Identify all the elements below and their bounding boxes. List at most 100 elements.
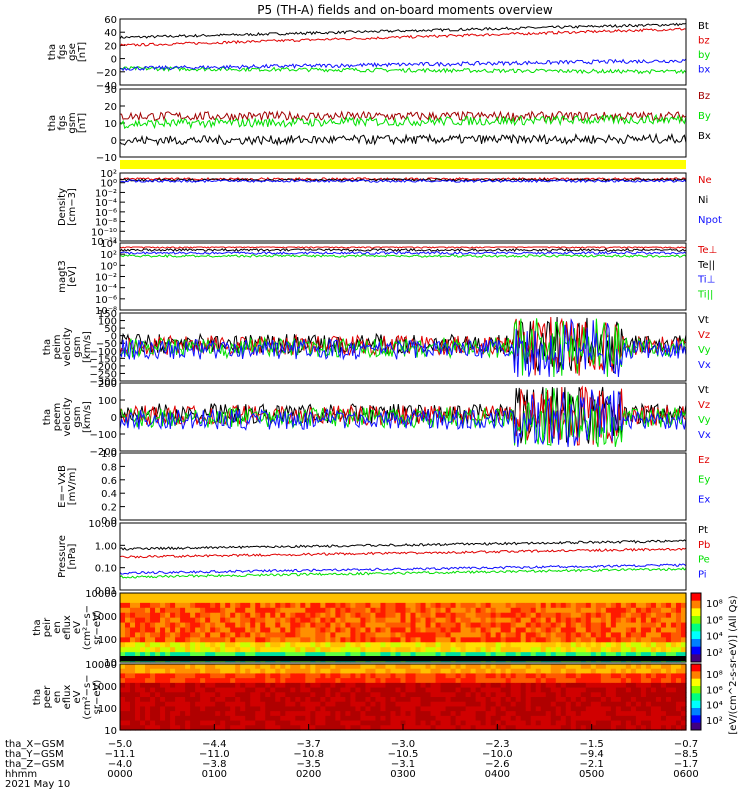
- spectrogram-cell: [370, 706, 377, 712]
- spectrogram-cell: [265, 692, 271, 698]
- ephemeris-table: tha_X−GSM −5.0 −4.4 −3.7 −3.0 −2.3 −1.5 −0.7tha…: [5, 724, 699, 790]
- spectrogram-cell: [255, 642, 261, 648]
- spectrogram-cell: [425, 602, 432, 609]
- spectrogram-cell: [265, 664, 271, 670]
- spectrogram-cell: [640, 673, 647, 679]
- spectrogram-cell: [375, 697, 382, 703]
- spectrogram-cell: [425, 627, 432, 634]
- spectrogram-cell: [515, 642, 522, 648]
- spectrogram-cell: [455, 602, 462, 609]
- spectrogram-cell: [405, 637, 412, 643]
- spectrogram-cell: [350, 602, 357, 609]
- spectrogram-cell: [330, 597, 336, 604]
- spectrogram-cell: [310, 642, 316, 648]
- spectrogram-cell: [350, 701, 357, 708]
- spectrogram-cell: [435, 678, 442, 684]
- spectrogram-cell: [255, 715, 261, 722]
- spectrogram-cell: [145, 627, 151, 634]
- spectrogram-cell: [425, 668, 432, 675]
- spectrogram-cell: [585, 687, 592, 693]
- spectrogram-cell: [520, 682, 527, 689]
- spectrogram-cell: [525, 692, 532, 698]
- spectrogram-cell: [670, 642, 677, 648]
- spectrogram-cell: [160, 673, 166, 679]
- spectrogram-cell: [505, 673, 512, 679]
- spectrogram-cell: [615, 607, 622, 614]
- spectrogram-cell: [320, 617, 326, 624]
- spectrogram-cell: [465, 697, 472, 703]
- spectrogram-cell: [490, 632, 497, 638]
- spectrogram-cell: [280, 711, 286, 717]
- spectrogram-cell: [610, 664, 617, 670]
- spectrogram-cell: [165, 668, 171, 675]
- spectrogram-cell: [140, 664, 146, 670]
- spectrogram-cell: [190, 617, 196, 624]
- spectrogram-cell: [215, 706, 221, 712]
- spectrogram-cell: [410, 701, 417, 708]
- spectrogram-cell: [320, 612, 326, 619]
- spectrogram-cell: [540, 612, 547, 619]
- spectrogram-cell: [485, 673, 492, 679]
- spectrogram-cell: [580, 632, 587, 638]
- spectrogram-cell: [550, 612, 557, 619]
- spectrogram-cell: [415, 607, 422, 614]
- spectrogram-cell: [355, 632, 362, 638]
- colorbar-segment: [691, 639, 701, 648]
- spectrogram-cell: [670, 678, 677, 684]
- spectrogram-cell: [180, 593, 186, 599]
- spectrogram-cell: [455, 687, 462, 693]
- spectrogram-cell: [490, 664, 497, 670]
- spectrogram-cell: [300, 597, 306, 604]
- spectrogram-cell: [200, 692, 206, 698]
- spectrogram-cell: [265, 652, 271, 658]
- spectrogram-cell: [345, 687, 352, 693]
- spectrogram-cell: [230, 697, 236, 703]
- spectrogram-cell: [580, 715, 587, 722]
- spectrogram-cell: [250, 647, 256, 653]
- spectrogram-cell: [240, 597, 246, 604]
- spectrogram-cell: [240, 715, 246, 722]
- spectrogram-cell: [325, 637, 331, 643]
- spectrogram-cell: [505, 637, 512, 643]
- spectrogram-cell: [595, 701, 602, 708]
- spectrogram-cell: [215, 602, 221, 609]
- spectrogram-cell: [370, 622, 377, 629]
- spectrogram-cell: [375, 593, 382, 599]
- spectrogram-cell: [410, 652, 417, 658]
- spectrogram-cell: [375, 673, 382, 679]
- spectrogram-cell: [480, 706, 487, 712]
- spectrogram-cell: [315, 617, 321, 624]
- spectrogram-cell: [310, 597, 316, 604]
- spectrogram-cell: [225, 647, 231, 653]
- spectrogram-cell: [615, 627, 622, 634]
- spectrogram-cell: [515, 687, 522, 693]
- spectrogram-cell: [465, 617, 472, 624]
- spectrogram-cell: [120, 647, 126, 653]
- spectrogram-cell: [645, 607, 652, 614]
- spectrogram-cell: [630, 622, 637, 629]
- spectrogram-cell: [480, 725, 487, 731]
- spectrogram-cell: [235, 632, 241, 638]
- spectrogram-cell: [245, 617, 251, 624]
- spectrogram-cell: [645, 647, 652, 653]
- spectrogram-cell: [330, 692, 336, 698]
- spectrogram-cell: [370, 682, 377, 689]
- spectrogram-cell: [245, 637, 251, 643]
- spectrogram-cell: [505, 664, 512, 670]
- spectrogram-cell: [255, 701, 261, 708]
- spectrogram-cell: [265, 720, 271, 726]
- spectrogram-cell: [475, 632, 482, 638]
- spectrogram-cell: [630, 701, 637, 708]
- spectrogram-cell: [635, 715, 642, 722]
- spectrogram-cell: [535, 682, 542, 689]
- spectrogram-cell: [140, 597, 146, 604]
- spectrogram-cell: [335, 711, 341, 717]
- spectrogram-cell: [120, 692, 126, 698]
- spectrogram-cell: [435, 706, 442, 712]
- spectrogram-cell: [670, 627, 677, 634]
- spectrogram-cell: [235, 622, 241, 629]
- y-tick-label: −250: [90, 369, 117, 380]
- spectrogram-cell: [170, 687, 176, 693]
- spectrogram-cell: [625, 687, 632, 693]
- spectrogram-cell: [585, 622, 592, 629]
